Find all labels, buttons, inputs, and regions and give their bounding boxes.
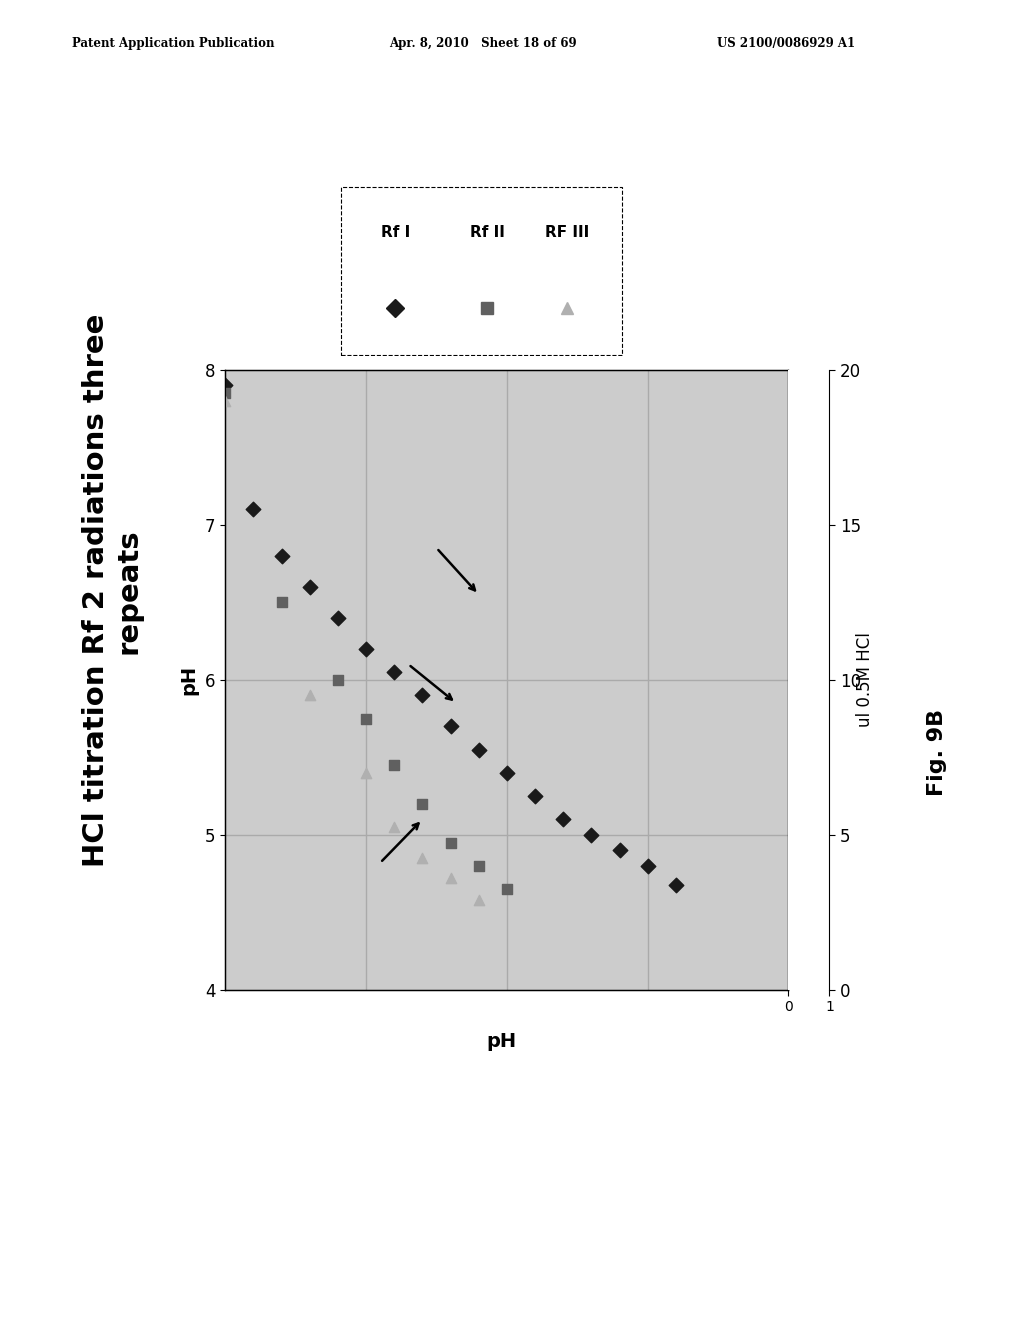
- Point: [555, 809, 571, 830]
- Point: [639, 855, 656, 876]
- Text: Patent Application Publication: Patent Application Publication: [72, 37, 274, 50]
- Text: Rf I: Rf I: [381, 226, 410, 240]
- Point: [217, 383, 233, 404]
- Point: [301, 685, 317, 706]
- Point: [471, 855, 487, 876]
- Text: Apr. 8, 2010   Sheet 18 of 69: Apr. 8, 2010 Sheet 18 of 69: [389, 37, 577, 50]
- Text: Fig. 9B: Fig. 9B: [927, 709, 947, 796]
- Point: [471, 739, 487, 760]
- Text: HCl titration Rf 2 radiations three
repeats: HCl titration Rf 2 radiations three repe…: [83, 314, 142, 867]
- Point: [386, 755, 402, 776]
- Point: [358, 762, 375, 783]
- Point: [611, 840, 628, 861]
- Point: [527, 785, 544, 807]
- Point: [386, 661, 402, 682]
- Point: [386, 817, 402, 838]
- Point: [217, 375, 233, 396]
- Point: [668, 874, 684, 895]
- Y-axis label: pH: pH: [179, 665, 198, 694]
- Point: [442, 832, 459, 853]
- Point: [330, 669, 346, 690]
- Point: [414, 847, 431, 869]
- Point: [301, 577, 317, 598]
- Point: [246, 499, 262, 520]
- Point: [499, 879, 515, 900]
- Point: [273, 591, 290, 612]
- Point: [217, 391, 233, 412]
- Point: [358, 638, 375, 659]
- Text: RF III: RF III: [545, 226, 590, 240]
- Text: pH: pH: [486, 1032, 517, 1051]
- Point: [442, 867, 459, 888]
- Point: [499, 762, 515, 783]
- Point: [442, 715, 459, 737]
- Point: [414, 685, 431, 706]
- Point: [273, 545, 290, 566]
- Point: [358, 708, 375, 729]
- Text: Rf II: Rf II: [470, 226, 505, 240]
- Point: [330, 607, 346, 628]
- Point: [471, 890, 487, 911]
- Text: US 2100/0086929 A1: US 2100/0086929 A1: [717, 37, 855, 50]
- Point: [584, 824, 600, 846]
- Point: [414, 793, 431, 814]
- Text: ul 0.5M HCl: ul 0.5M HCl: [856, 632, 874, 727]
